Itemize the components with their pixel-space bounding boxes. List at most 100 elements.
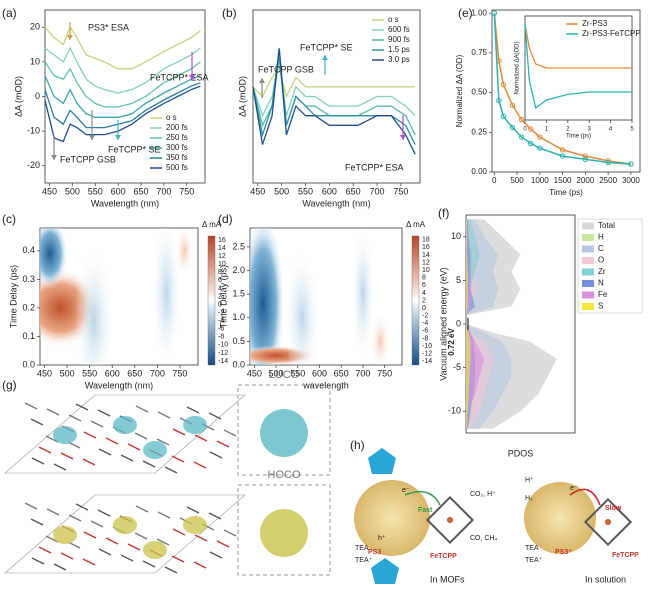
bond xyxy=(186,406,200,414)
y-tick-label: 0 xyxy=(456,318,461,328)
porphyrin xyxy=(425,495,475,545)
legend-label: Zr xyxy=(598,267,606,276)
bond xyxy=(157,411,171,419)
y-tick-label: 0.25 xyxy=(471,127,487,136)
bond xyxy=(105,537,119,545)
bond xyxy=(75,503,89,511)
x-axis-label: Wavelength (nm) xyxy=(91,198,159,208)
colorbar-tick-label: 12 xyxy=(218,253,226,260)
y-tick-label: 10 xyxy=(30,56,40,66)
y-tick-label: -20 xyxy=(27,160,40,170)
bond xyxy=(208,512,222,520)
panel-label: (h) xyxy=(350,438,365,452)
y-tick-label: 5 xyxy=(456,275,461,285)
bond xyxy=(142,560,156,568)
lattice xyxy=(4,494,246,574)
y-axis-label: Vacuum aligned energy (eV) xyxy=(438,267,448,380)
colorbar-tick-label: 16 xyxy=(218,237,226,244)
data-point xyxy=(559,153,566,159)
porphyrin xyxy=(583,497,633,547)
series-line xyxy=(493,13,632,165)
bond xyxy=(194,534,208,542)
bond xyxy=(82,558,96,566)
x-tick-label: 0 xyxy=(523,127,527,133)
colorbar xyxy=(207,235,216,366)
orbital xyxy=(53,526,77,544)
colorbar-tick-label: 10 xyxy=(422,267,430,274)
colorbar-tick-label: 4 xyxy=(218,285,222,292)
colorbar-tick-label: 16 xyxy=(422,244,430,251)
bond xyxy=(90,520,104,528)
data-point xyxy=(528,126,534,132)
legend-swatch xyxy=(582,234,594,241)
x-tick-label: 600 xyxy=(105,368,120,378)
y-tick-label: 0.0 xyxy=(232,359,245,369)
legend-label: 250 fs xyxy=(166,133,188,142)
series-line xyxy=(252,66,416,99)
bond xyxy=(172,528,186,536)
colorbar-tick-label: -4 xyxy=(218,318,224,325)
y-axis-label: Time Delay (ps) xyxy=(8,265,18,328)
x-tick-label: 2000 xyxy=(576,176,594,185)
data-point xyxy=(605,159,611,166)
colorbar-tick-label: -8 xyxy=(422,335,428,342)
bond xyxy=(157,511,171,519)
data-point xyxy=(496,97,502,104)
x-tick-label: 600 xyxy=(312,368,327,378)
x-tick-label: 650 xyxy=(133,186,148,196)
bond xyxy=(120,554,134,562)
x-tick-label: 1000 xyxy=(531,176,549,185)
bond xyxy=(30,518,44,526)
bond xyxy=(135,505,149,513)
bond xyxy=(98,548,112,556)
bond xyxy=(97,409,111,417)
legend-label: 200 fs xyxy=(166,123,188,132)
y-tick-label: -5 xyxy=(453,362,461,372)
x-tick-label: 500 xyxy=(269,368,284,378)
arrow-head xyxy=(89,135,95,140)
colorbar xyxy=(411,235,420,366)
legend-label: o s xyxy=(166,113,177,122)
colorbar-tick-label: 6 xyxy=(218,277,222,284)
y-axis-label: ΔA (mOD) xyxy=(13,76,23,117)
data-point xyxy=(491,10,497,16)
series-line xyxy=(44,85,201,143)
legend-box xyxy=(577,218,643,314)
schematic-label: FeTCPP xyxy=(612,552,639,559)
bond xyxy=(53,563,67,571)
colorbar-tick-label: -14 xyxy=(422,358,432,365)
legend-swatch xyxy=(582,268,594,276)
data-point xyxy=(582,153,589,159)
y-tick-label: 0.1 xyxy=(22,331,35,341)
transfer-arrow xyxy=(404,490,441,506)
annotation: FeTCPP* SE xyxy=(108,144,161,154)
x-tick-label: 550 xyxy=(298,186,313,196)
data-point xyxy=(537,134,543,140)
bond xyxy=(171,555,185,563)
data-point xyxy=(528,140,534,147)
bond xyxy=(38,446,52,454)
y-tick-label: 2.0 xyxy=(232,265,245,275)
colorbar-tick-label: -12 xyxy=(218,350,228,357)
arrow-head xyxy=(322,55,328,60)
schematic-label: TEA⁺ xyxy=(525,557,543,564)
colorbar-tick-label: -4 xyxy=(422,320,428,327)
colorbar-tick-label: 2 xyxy=(218,293,222,300)
x-tick-label: 550 xyxy=(82,368,97,378)
schematic-label: e⁻ xyxy=(402,487,410,494)
y-axis-label: Time Delay (ps) xyxy=(218,265,228,328)
x-tick-label: 2 xyxy=(566,127,570,133)
orbital xyxy=(260,509,308,557)
inset-title: HOCO xyxy=(268,469,301,481)
x-tick-label: 600 xyxy=(322,186,337,196)
colorbar-tick-label: 14 xyxy=(422,252,430,259)
bond xyxy=(164,466,178,474)
schematic-label: PS3 xyxy=(368,549,381,556)
data-point xyxy=(518,134,525,140)
series-line xyxy=(252,48,416,155)
x-tick-label: 5 xyxy=(630,127,634,133)
schematic-label: CO, CH₄ xyxy=(470,535,498,542)
bond xyxy=(98,448,112,456)
legend-label: 3.0 ps xyxy=(388,55,410,64)
y-tick-label: 0.75 xyxy=(471,48,487,57)
